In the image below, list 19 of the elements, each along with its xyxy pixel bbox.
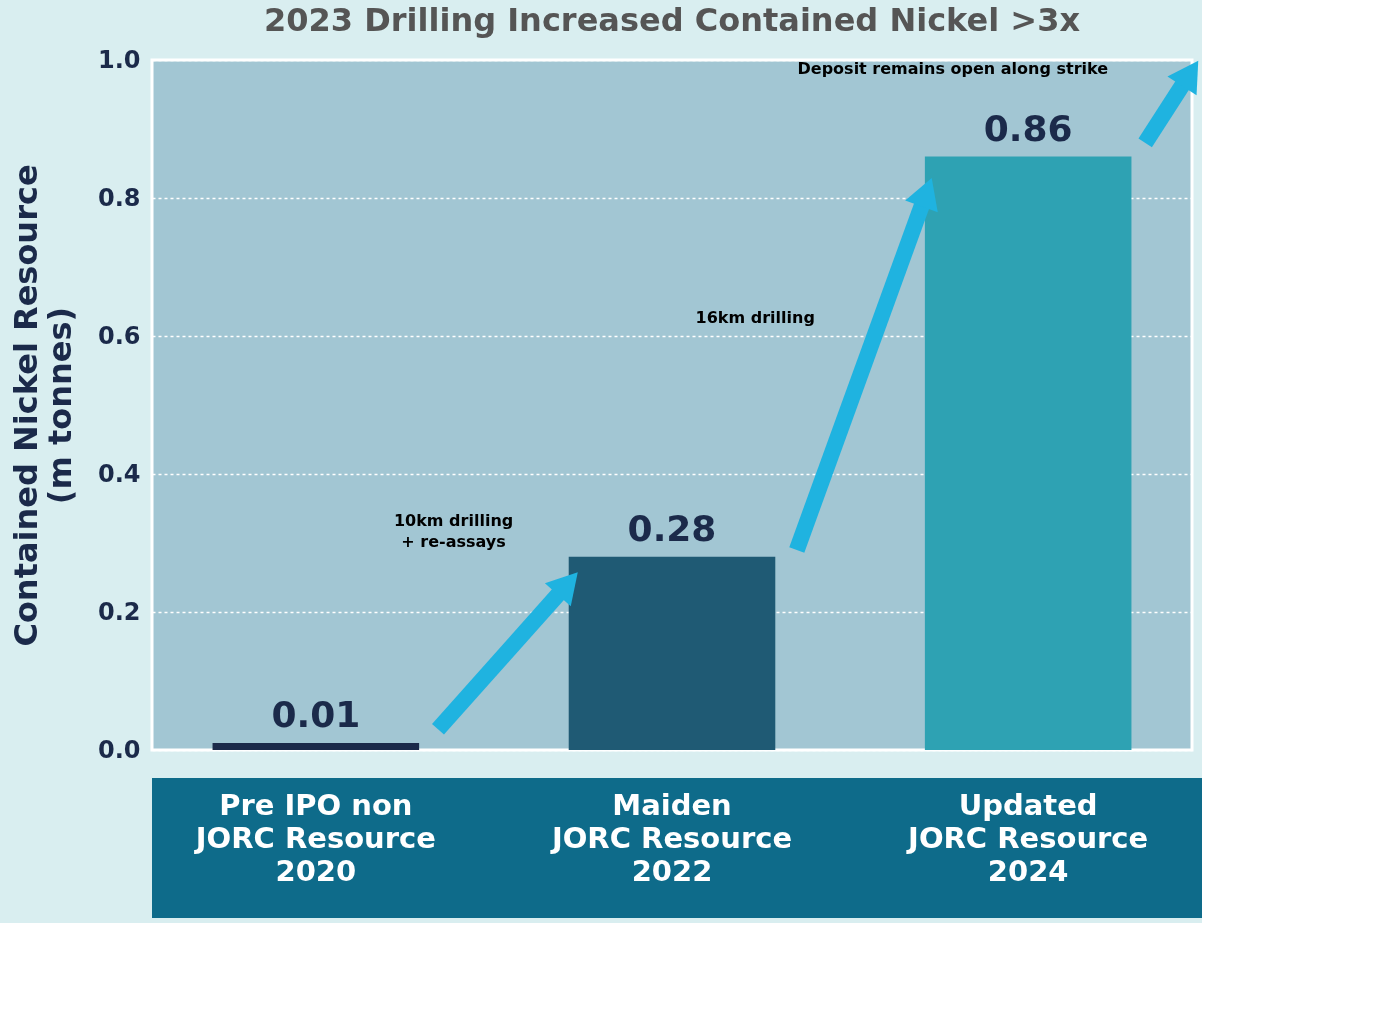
annotation: 16km drilling: [695, 307, 815, 327]
y-tick-label: 0.8: [97, 183, 141, 212]
bar: [212, 743, 420, 750]
x-tick-label: Maiden JORC Resource 2022: [549, 788, 793, 888]
y-tick-label: 0.6: [97, 321, 141, 350]
annotation: 10km drilling + re-assays: [393, 511, 514, 552]
x-tick-label: Updated JORC Resource 2024: [906, 788, 1149, 888]
y-tick-label: 1.0: [97, 45, 141, 74]
annotation: Deposit remains open along strike: [797, 59, 1109, 79]
data-label: 0.86: [983, 107, 1073, 149]
y-tick-label: 0.2: [97, 597, 141, 626]
chart-title: 2023 Drilling Increased Contained Nickel >3x: [263, 1, 1081, 39]
y-tick-label: 0.0: [97, 735, 141, 764]
data-label: 0.01: [271, 694, 361, 736]
bar: [568, 556, 776, 750]
x-tick-label: Pre IPO non JORC Resource 2020: [193, 788, 436, 888]
y-tick-label: 0.4: [97, 459, 141, 488]
y-axis-title: Contained Nickel Resource (m tonnes): [6, 164, 79, 647]
data-label: 0.28: [627, 507, 717, 549]
